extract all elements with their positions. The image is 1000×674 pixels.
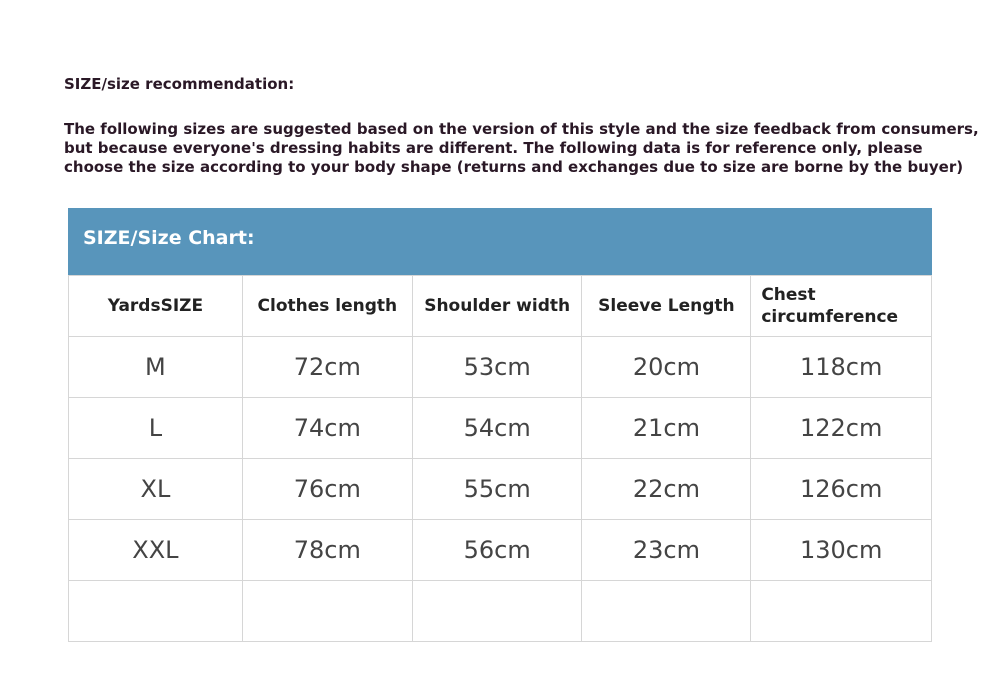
table-cell: 55cm xyxy=(411,458,583,520)
column-header: Sleeve Length xyxy=(581,275,752,337)
table-cell: 22cm xyxy=(581,458,752,520)
table-cell: 126cm xyxy=(750,458,932,520)
table-cell xyxy=(581,580,752,642)
intro-line: but because everyone's dressing habits a… xyxy=(64,139,923,157)
table-cell: 21cm xyxy=(581,397,752,459)
table-cell xyxy=(241,580,413,642)
table-row xyxy=(68,580,932,642)
table-cell: 118cm xyxy=(750,336,932,398)
section-heading: SIZE/size recommendation: xyxy=(64,75,295,93)
table-cell xyxy=(750,580,932,642)
column-header: YardsSIZE xyxy=(68,275,243,337)
table-cell: XXL xyxy=(68,519,243,581)
intro-text: The following sizes are suggested based … xyxy=(64,120,979,177)
table-cell: 20cm xyxy=(581,336,752,398)
column-header: Shoulder width xyxy=(411,275,583,337)
column-header: Chest circumference xyxy=(750,275,932,337)
table-row: L 74cm 54cm 21cm 122cm xyxy=(68,397,932,459)
table-cell: M xyxy=(68,336,243,398)
table-cell: 130cm xyxy=(750,519,932,581)
table-cell: 72cm xyxy=(241,336,413,398)
table-cell: 78cm xyxy=(241,519,413,581)
table-cell: XL xyxy=(68,458,243,520)
table-cell xyxy=(68,580,243,642)
table-header-row: YardsSIZE Clothes length Shoulder width Sle… xyxy=(68,275,932,337)
table-cell xyxy=(411,580,583,642)
table-cell: 54cm xyxy=(411,397,583,459)
column-header: Clothes length xyxy=(241,275,413,337)
table-cell: 23cm xyxy=(581,519,752,581)
intro-line: choose the size according to your body s… xyxy=(64,158,964,176)
intro-line: The following sizes are suggested based … xyxy=(64,120,979,138)
size-chart-title: SIZE/Size Chart: xyxy=(83,227,255,249)
table-row: M 72cm 53cm 20cm 118cm xyxy=(68,336,932,398)
size-table: YardsSIZE Clothes length Shoulder width Sle… xyxy=(68,275,932,642)
size-chart-banner: SIZE/Size Chart: xyxy=(68,208,932,275)
table-cell: 74cm xyxy=(241,397,413,459)
table-cell: 56cm xyxy=(411,519,583,581)
table-row: XXL 78cm 56cm 23cm 130cm xyxy=(68,519,932,581)
table-cell: L xyxy=(68,397,243,459)
table-cell: 53cm xyxy=(411,336,583,398)
table-cell: 122cm xyxy=(750,397,932,459)
table-row: XL 76cm 55cm 22cm 126cm xyxy=(68,458,932,520)
table-cell: 76cm xyxy=(241,458,413,520)
